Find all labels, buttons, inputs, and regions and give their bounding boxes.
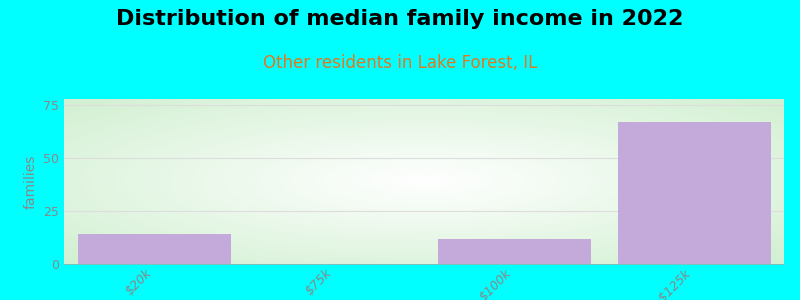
Bar [78,234,230,264]
Y-axis label: families: families [23,154,38,209]
Text: Other residents in Lake Forest, IL: Other residents in Lake Forest, IL [263,54,537,72]
Text: Distribution of median family income in 2022: Distribution of median family income in … [116,9,684,29]
Bar [438,238,590,264]
Bar [618,122,770,264]
